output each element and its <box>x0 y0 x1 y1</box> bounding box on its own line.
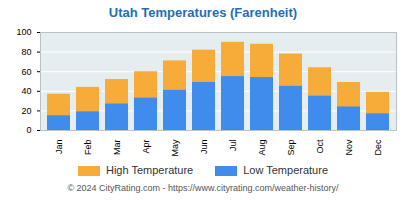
html-text:Low Temperature: Low Temperature <box>243 164 328 176</box>
svg-text:Feb: Feb <box>83 140 93 156</box>
html-text:High Temperature: High Temperature <box>106 164 194 176</box>
svg-text:Sep: Sep <box>286 140 296 156</box>
svg-text:Dec: Dec <box>373 139 383 156</box>
svg-text:Nov: Nov <box>344 139 354 156</box>
svg-text:60: 60 <box>21 67 31 77</box>
svg-text:Mar: Mar <box>112 139 122 155</box>
svg-text:20: 20 <box>21 106 31 116</box>
svg-text:May: May <box>170 139 180 157</box>
svg-text:Apr: Apr <box>141 140 151 154</box>
svg-text:Oct: Oct <box>315 139 325 154</box>
svg-text:40: 40 <box>21 86 31 96</box>
svg-text:Jun: Jun <box>199 140 209 155</box>
svg-text:100: 100 <box>16 27 31 37</box>
svg-text:80: 80 <box>21 47 31 57</box>
html-text:Utah Temperatures (Farenheit): Utah Temperatures (Farenheit) <box>108 5 298 20</box>
svg-text:0: 0 <box>26 125 31 135</box>
svg-text:Aug: Aug <box>257 140 267 156</box>
html-text:© 2024 CityRating.com - https:: © 2024 CityRating.com - https://www.city… <box>67 183 339 193</box>
svg-text:Jul: Jul <box>228 140 238 152</box>
svg-text:Jan: Jan <box>54 140 64 155</box>
